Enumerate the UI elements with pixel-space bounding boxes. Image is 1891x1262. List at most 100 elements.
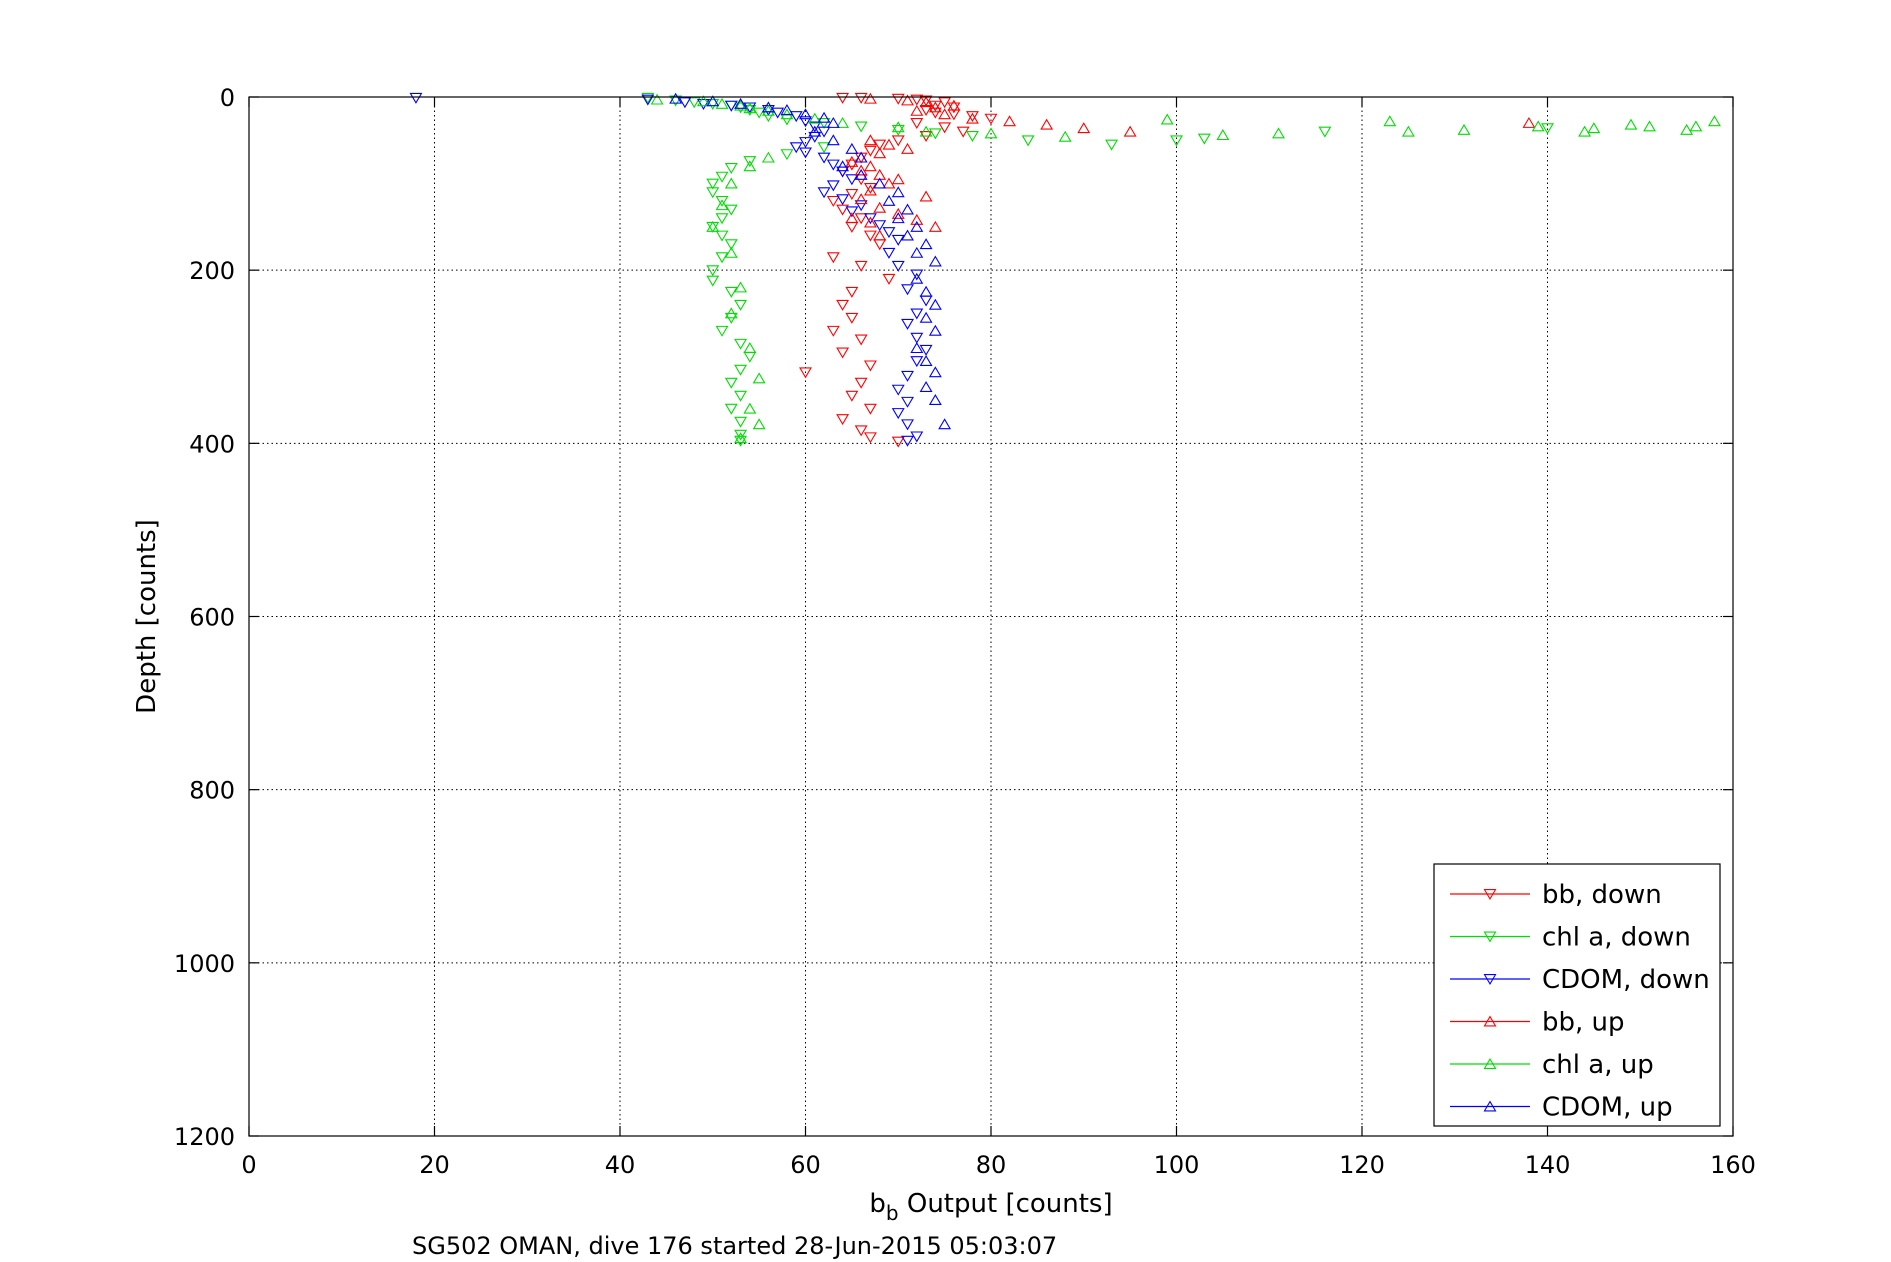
data-point bbox=[901, 370, 914, 382]
data-point bbox=[826, 116, 840, 128]
data-point bbox=[873, 201, 887, 213]
data-point bbox=[1522, 116, 1536, 128]
data-point bbox=[863, 92, 877, 104]
data-point bbox=[799, 108, 812, 120]
data-point bbox=[1058, 130, 1072, 142]
data-point bbox=[697, 98, 710, 110]
data-point bbox=[938, 108, 952, 120]
legend-swatch-marker bbox=[1483, 1015, 1497, 1027]
data-point bbox=[743, 160, 757, 172]
data-point bbox=[743, 102, 757, 114]
x-tick-label: 120 bbox=[1339, 1151, 1385, 1179]
y-tick-label: 1000 bbox=[174, 950, 235, 978]
x-tick-label: 0 bbox=[241, 1151, 256, 1179]
data-point bbox=[734, 364, 748, 376]
data-point bbox=[863, 145, 877, 157]
data-point bbox=[901, 229, 914, 241]
data-point bbox=[836, 160, 850, 172]
data-point bbox=[882, 194, 896, 206]
data-point bbox=[910, 94, 924, 106]
data-point bbox=[845, 206, 859, 218]
data-point bbox=[854, 121, 868, 133]
data-point bbox=[854, 164, 868, 176]
ticks-layer: 0 20 40 60 80 100 120 140 160 0 200 400 600 800 1000 12… bbox=[174, 84, 1756, 1179]
data-point bbox=[715, 252, 729, 264]
data-point bbox=[891, 408, 905, 420]
data-point bbox=[724, 377, 738, 389]
data-point bbox=[808, 125, 822, 137]
data-point bbox=[743, 351, 757, 363]
data-point bbox=[901, 435, 914, 447]
data-point bbox=[891, 384, 905, 396]
data-point bbox=[687, 97, 701, 109]
data-point bbox=[1021, 135, 1035, 147]
data-point bbox=[873, 229, 887, 241]
data-point bbox=[873, 220, 887, 232]
data-point bbox=[910, 104, 924, 116]
data-point bbox=[734, 299, 748, 311]
data-point bbox=[863, 213, 877, 225]
data-point bbox=[734, 281, 748, 293]
data-point bbox=[882, 177, 896, 189]
data-point bbox=[706, 221, 720, 233]
data-point bbox=[1643, 120, 1656, 132]
x-tick-label: 80 bbox=[976, 1151, 1007, 1179]
data-point bbox=[715, 199, 729, 211]
data-point bbox=[882, 138, 896, 150]
data-point bbox=[910, 213, 924, 225]
data-point bbox=[910, 431, 924, 443]
data-point bbox=[854, 92, 868, 104]
data-point bbox=[724, 204, 738, 216]
data-point bbox=[919, 355, 933, 367]
data-point bbox=[836, 194, 850, 206]
data-point bbox=[956, 126, 970, 138]
data-point bbox=[706, 178, 720, 190]
data-point bbox=[817, 142, 831, 154]
data-point bbox=[919, 285, 933, 297]
data-point bbox=[965, 131, 979, 142]
data-point bbox=[938, 418, 952, 430]
data-point bbox=[1160, 113, 1174, 125]
data-point bbox=[734, 338, 748, 350]
data-point bbox=[715, 213, 729, 225]
data-point bbox=[1123, 125, 1137, 137]
data-point bbox=[891, 212, 905, 224]
y-tick-label: 1200 bbox=[174, 1123, 235, 1151]
x-tick-label: 40 bbox=[605, 1151, 636, 1179]
data-point bbox=[845, 159, 859, 171]
data-point bbox=[919, 95, 933, 107]
data-point bbox=[901, 318, 914, 330]
data-point bbox=[873, 177, 887, 189]
y-tick-label: 600 bbox=[189, 604, 235, 632]
data-point bbox=[1105, 139, 1119, 151]
legend-label: chl a, up bbox=[1542, 1050, 1654, 1080]
data-point bbox=[409, 92, 423, 104]
data-point bbox=[706, 95, 720, 107]
data-point bbox=[826, 159, 840, 171]
data-point bbox=[873, 239, 887, 251]
data-point bbox=[863, 184, 877, 196]
data-point bbox=[863, 134, 877, 146]
data-point bbox=[743, 156, 757, 168]
data-point bbox=[799, 367, 812, 379]
data-point bbox=[882, 247, 896, 259]
data-point bbox=[780, 114, 794, 126]
legend-item: chl a, up bbox=[1450, 1050, 1654, 1080]
legend-label: bb, down bbox=[1542, 880, 1662, 910]
data-point bbox=[928, 324, 942, 336]
data-point bbox=[845, 286, 859, 298]
data-point bbox=[826, 134, 840, 146]
data-point bbox=[697, 95, 710, 107]
data-point bbox=[928, 100, 942, 112]
data-point bbox=[641, 92, 655, 104]
x-tick-label: 60 bbox=[790, 1151, 821, 1179]
data-point bbox=[854, 193, 868, 205]
data-point bbox=[1216, 129, 1230, 141]
data-point bbox=[826, 325, 840, 337]
data-point bbox=[1587, 122, 1601, 134]
data-point bbox=[845, 390, 859, 402]
data-point bbox=[863, 160, 877, 172]
legend-label: CDOM, down bbox=[1542, 965, 1710, 995]
data-point bbox=[910, 246, 924, 258]
x-axis-title-subscript: b bbox=[886, 1201, 899, 1225]
